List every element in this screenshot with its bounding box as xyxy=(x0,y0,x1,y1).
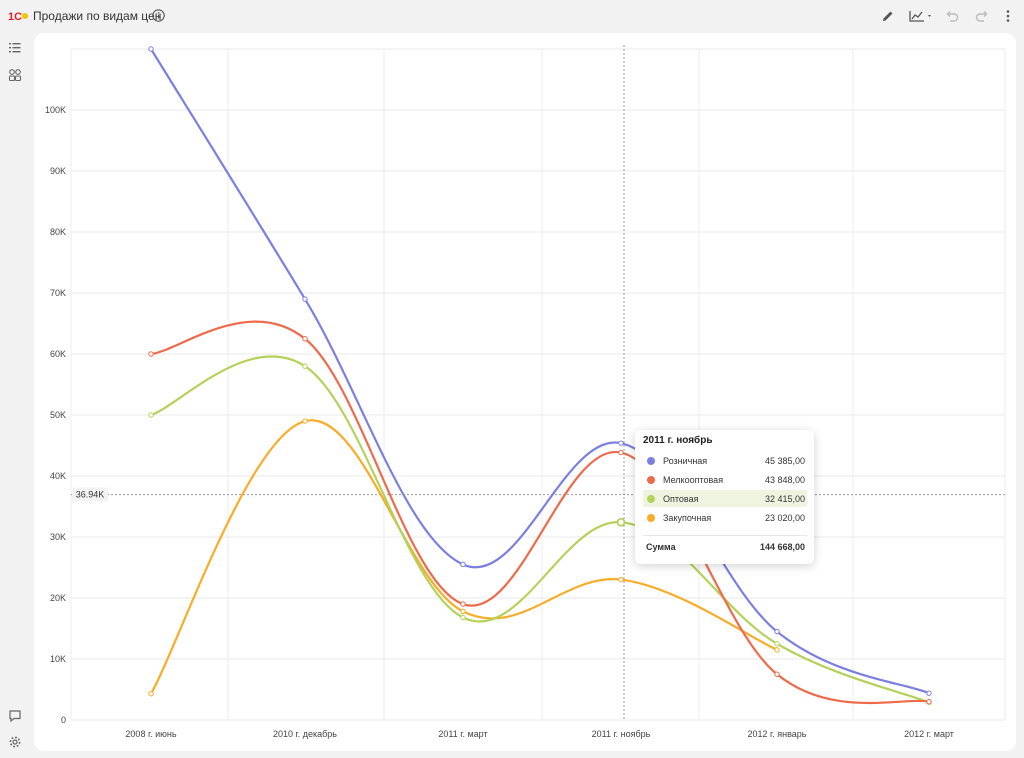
data-point xyxy=(926,699,932,705)
gear-icon[interactable] xyxy=(8,735,22,749)
tooltip-series-value: 43 848,00 xyxy=(764,474,805,485)
y-tick-label: 50K xyxy=(50,410,66,420)
left-sidebar xyxy=(0,32,30,758)
tooltip-sum-row: Сумма 144 668,00 xyxy=(643,542,807,552)
x-tick-label: 2011 г. ноябрь xyxy=(592,729,651,739)
data-point xyxy=(926,690,932,696)
tooltip-series-name: Розничная xyxy=(663,455,708,466)
data-point xyxy=(460,601,466,607)
series-dot xyxy=(647,513,655,522)
data-point xyxy=(148,412,154,418)
x-tick-label: 2012 г. март xyxy=(904,729,954,739)
x-tick-label: 2010 г. декабрь xyxy=(273,729,337,739)
data-point xyxy=(618,440,624,446)
chart-panel: 0 10K 20K 30K 40K 50K 60K 70K 80K 90K 100K 2008 г. … xyxy=(34,33,1016,751)
data-point xyxy=(774,671,780,677)
x-tick-label: 2012 г. январь xyxy=(748,729,807,739)
data-point xyxy=(460,614,466,621)
y-tick-label: 100K xyxy=(45,105,66,115)
series-line xyxy=(149,47,931,695)
groups-icon[interactable] xyxy=(8,68,22,82)
data-point xyxy=(460,608,466,615)
crosshair-label-bg xyxy=(72,487,108,502)
y-tick-label: 0 xyxy=(61,715,66,725)
data-point xyxy=(460,561,466,568)
data-point xyxy=(302,418,308,424)
data-point xyxy=(618,576,624,583)
y-tick-label: 20K xyxy=(50,593,66,603)
1c-logo-icon[interactable]: 1С xyxy=(8,9,28,23)
data-point xyxy=(774,647,780,653)
redo-icon[interactable] xyxy=(974,8,990,24)
tooltip-sum-label: Сумма xyxy=(646,542,676,552)
tooltip-row: Мелкооптовая 43 848,00 xyxy=(643,471,807,488)
y-tick-label: 10K xyxy=(50,654,66,664)
x-tick-label: 2011 г. март xyxy=(438,729,487,739)
tooltip-sum-value: 144 668,00 xyxy=(759,542,805,552)
page-title: Продажи по видам цен xyxy=(33,9,162,23)
more-vertical-icon[interactable] xyxy=(1000,8,1016,24)
tooltip-row-highlighted: Оптовая 32 415,00 xyxy=(643,490,807,507)
data-point-highlighted xyxy=(616,517,626,527)
x-tick-label: 2008 г. июнь xyxy=(125,729,176,739)
line-chart[interactable]: 0 10K 20K 30K 40K 50K 60K 70K 80K 90K 100K 2008 г. … xyxy=(34,33,1016,751)
undo-icon[interactable] xyxy=(944,8,960,24)
list-icon[interactable] xyxy=(8,41,22,55)
series-dot xyxy=(647,494,655,503)
y-tick-label: 80K xyxy=(50,227,66,237)
data-point xyxy=(148,691,154,697)
data-point xyxy=(774,628,780,635)
tooltip-series-name: Мелкооптовая xyxy=(663,474,724,485)
data-point xyxy=(302,296,308,302)
svg-text:1С: 1С xyxy=(8,11,22,23)
tooltip-row: Розничная 45 385,00 xyxy=(643,452,807,469)
top-bar: 1С Продажи по видам цен xyxy=(0,0,1024,32)
pencil-icon[interactable] xyxy=(880,8,896,24)
series-line xyxy=(149,419,779,695)
y-tick-label: 40K xyxy=(50,471,66,481)
series-dot xyxy=(647,456,655,465)
y-tick-label: 90K xyxy=(50,166,66,176)
tooltip-series-value: 45 385,00 xyxy=(764,455,805,466)
data-point xyxy=(148,46,154,52)
tooltip-series-value: 32 415,00 xyxy=(764,493,805,504)
tooltip-divider xyxy=(643,535,807,536)
crosshair-label: 36.94K xyxy=(76,490,105,500)
y-tick-label: 60K xyxy=(50,349,66,359)
tooltip-series-name: Закупочная xyxy=(663,512,712,523)
data-point xyxy=(774,641,780,647)
tooltip-series-name: Оптовая xyxy=(663,493,699,504)
data-point xyxy=(302,336,308,342)
tooltip-title: 2011 г. ноябрь xyxy=(643,435,713,446)
tooltip-series-value: 23 020,00 xyxy=(764,512,805,523)
y-tick-label: 30K xyxy=(50,532,66,542)
tooltip-row: Закупочная 23 020,00 xyxy=(643,509,807,526)
chart-tooltip: 2011 г. ноябрь Розничная 45 385,00 Мелко… xyxy=(635,430,814,564)
line-chart-icon[interactable] xyxy=(908,8,934,24)
data-point xyxy=(618,449,624,456)
series-dot xyxy=(647,475,655,484)
data-point xyxy=(148,351,154,357)
comment-icon[interactable] xyxy=(8,709,22,723)
data-point xyxy=(302,363,308,369)
info-icon[interactable] xyxy=(152,9,165,22)
y-tick-label: 70K xyxy=(50,288,66,298)
